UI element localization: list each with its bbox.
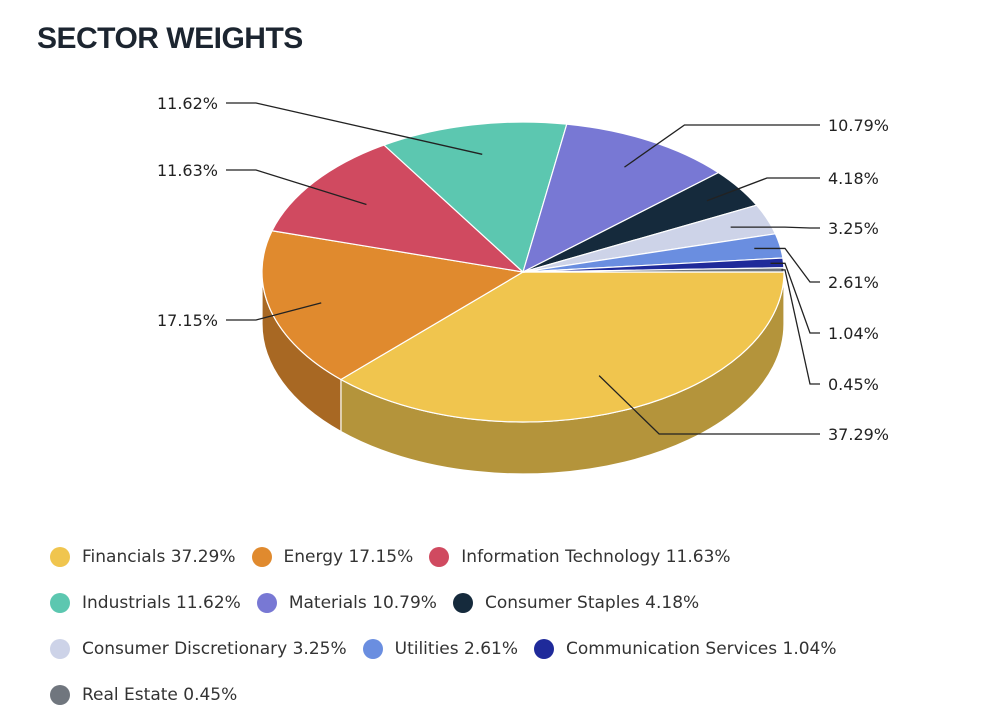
legend-marker-icon (534, 639, 555, 659)
legend-marker-icon (452, 593, 473, 613)
legend-marker-icon (362, 639, 383, 659)
legend-row: Real Estate 0.45% (50, 672, 970, 718)
leader-line-5 (706, 177, 820, 202)
legend-row: Industrials 11.62% Materials 10.79% Consum… (50, 580, 970, 626)
legend-label: Information Technology 11.63% (461, 547, 731, 567)
slice-materials (522, 123, 720, 274)
legend-label: Real Estate 0.45% (82, 685, 238, 705)
legend-row: Financials 37.29% Energy 17.15% Informatio… (50, 534, 970, 580)
slice-industrials (382, 121, 568, 274)
legend-row: Consumer Discretionary 3.25% Utilities 2.… (50, 626, 970, 672)
legend-label: Financials 37.29% (82, 547, 236, 567)
leader-line-9 (781, 269, 820, 385)
leader-line-3 (226, 102, 483, 155)
chart-title: SECTOR WEIGHTS (37, 22, 303, 55)
slice-financials (339, 271, 785, 423)
data-label: 0.45% (828, 375, 879, 394)
leader-line-0 (598, 375, 820, 435)
legend-marker-icon (256, 593, 277, 613)
leader-line-1 (226, 302, 322, 321)
data-label: 3.25% (828, 219, 879, 238)
pie-chart: 37.29% 17.15% 11.63% 11.62% 10.79% 4.18% 3.25%… (157, 94, 889, 475)
legend-item[interactable]: Consumer Discretionary 3.25% (50, 639, 347, 659)
legend-marker-icon (50, 639, 70, 659)
leader-line-2 (226, 169, 367, 206)
legend-marker-icon (50, 685, 70, 705)
data-label: 10.79% (828, 116, 889, 135)
legend-item[interactable]: Energy 17.15% (251, 547, 414, 567)
slice-energy (261, 230, 525, 381)
data-label: 11.63% (157, 161, 218, 180)
legend-label: Consumer Discretionary 3.25% (82, 639, 347, 659)
data-label: 4.18% (828, 169, 879, 188)
data-label: 2.61% (828, 273, 879, 292)
leader-line-6 (730, 226, 820, 229)
legend-label: Consumer Staples 4.18% (484, 593, 700, 613)
slice-information-technology (271, 144, 525, 273)
data-label: 11.62% (157, 94, 218, 113)
data-label: 37.29% (828, 425, 889, 444)
legend-item[interactable]: Materials 10.79% (256, 593, 437, 613)
leader-line-7 (754, 247, 820, 283)
legend-item[interactable]: Financials 37.29% (50, 547, 236, 567)
leader-line-8 (770, 262, 820, 334)
legend-item[interactable]: Utilities 2.61% (362, 639, 519, 659)
legend-label: Communication Services 1.04% (566, 639, 837, 659)
legend-label: Utilities 2.61% (394, 639, 519, 659)
legend-marker-icon (429, 547, 450, 567)
legend-marker-icon (251, 547, 272, 567)
leader-line-4 (624, 124, 820, 168)
data-label: 17.15% (157, 311, 218, 330)
legend-item[interactable]: Consumer Staples 4.18% (452, 593, 700, 613)
legend-item[interactable]: Communication Services 1.04% (534, 639, 837, 659)
legend-label: Energy 17.15% (283, 547, 414, 567)
legend-label: Materials 10.79% (288, 593, 437, 613)
legend-label: Industrials 11.62% (82, 593, 241, 613)
legend-item[interactable]: Real Estate 0.45% (50, 685, 237, 705)
legend-marker-icon (50, 593, 70, 613)
legend-item[interactable]: Industrials 11.62% (50, 593, 241, 613)
legend: Financials 37.29% Energy 17.15% Informatio… (50, 534, 970, 718)
legend-marker-icon (50, 547, 70, 567)
legend-item[interactable]: Information Technology 11.63% (429, 547, 731, 567)
data-label: 1.04% (828, 324, 879, 343)
